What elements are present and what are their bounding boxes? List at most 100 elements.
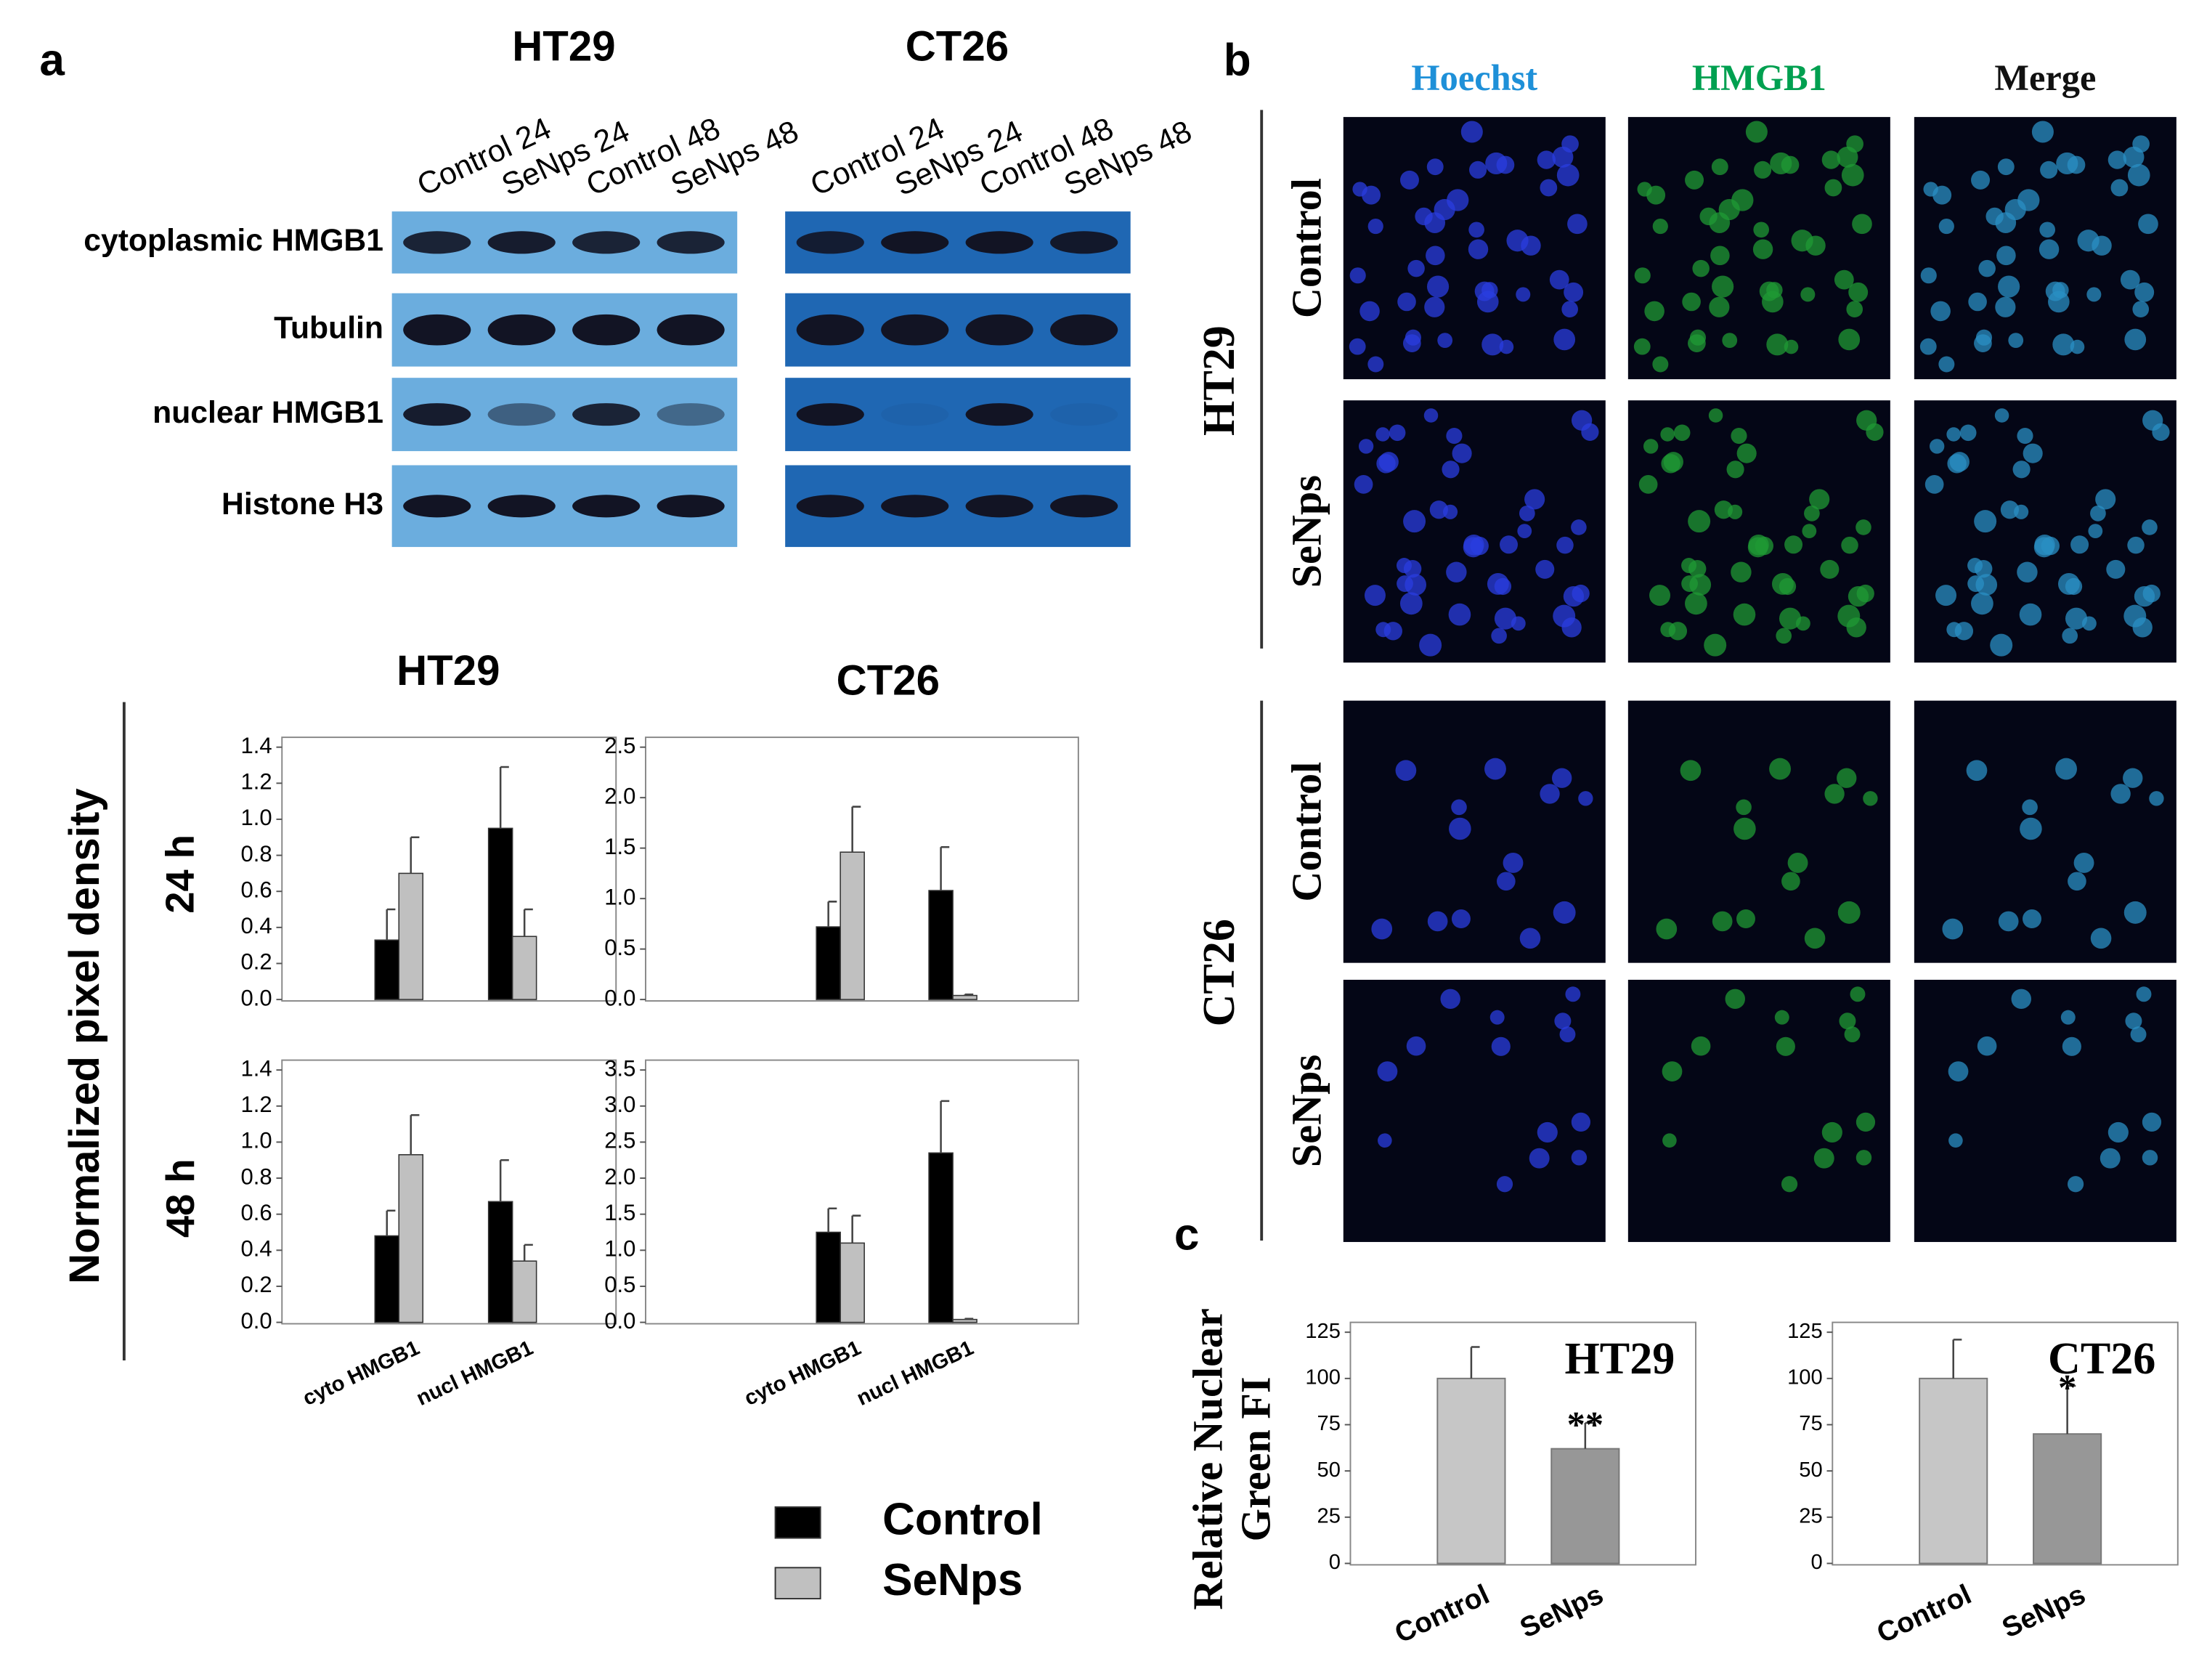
- bar: [816, 1231, 841, 1323]
- y-tick-label: 3.0: [604, 1092, 635, 1117]
- nucleus: [2100, 1148, 2121, 1169]
- nucleus: [2000, 500, 2019, 519]
- nucleus: [1500, 535, 1519, 554]
- nucleus: [1855, 1112, 1876, 1132]
- nucleus: [2090, 505, 2106, 522]
- y-tick-label: 100: [1305, 1366, 1341, 1389]
- significance: *: [2058, 1367, 2076, 1408]
- nucleus: [1489, 1010, 1505, 1025]
- nucleus: [1437, 333, 1453, 349]
- blot-band: [796, 314, 864, 346]
- nucleus: [1709, 296, 1730, 317]
- nucleus: [1688, 559, 1707, 578]
- bar: [374, 1235, 400, 1323]
- nucleus: [1841, 536, 1858, 554]
- nucleus: [1710, 245, 1730, 266]
- blot-band: [881, 231, 949, 254]
- blot-band: [881, 495, 949, 518]
- nucleus: [2107, 150, 2127, 169]
- nucleus: [2123, 146, 2145, 168]
- legend-swatch: [774, 1506, 821, 1539]
- nucleus: [1804, 928, 1826, 949]
- x-tick-label: SeNps: [1997, 1579, 2090, 1644]
- nucleus: [1802, 524, 1817, 539]
- bar: [2033, 1433, 2102, 1565]
- y-tick-label: 25: [1799, 1505, 1822, 1528]
- nucleus: [1451, 799, 1467, 816]
- legend-label: SeNps: [882, 1555, 1023, 1605]
- nucleus: [1494, 607, 1516, 630]
- nucleus: [2031, 121, 2054, 143]
- nucleus: [1685, 170, 1704, 190]
- bar: [840, 851, 865, 1000]
- nucleus: [2052, 282, 2069, 299]
- nucleus: [1919, 338, 1937, 355]
- nucleus: [2130, 1026, 2147, 1043]
- blot-band: [572, 403, 641, 426]
- nucleus: [1691, 1036, 1711, 1056]
- blot-band: [881, 314, 949, 346]
- error-bar: [1584, 1421, 1594, 1449]
- nucleus: [1399, 592, 1423, 615]
- y-tick-label: 1.0: [604, 1236, 635, 1262]
- nucleus: [1427, 911, 1448, 932]
- y-tick-label: 1.4: [241, 733, 272, 758]
- nucleus: [1837, 901, 1861, 924]
- y-tick-label: 25: [1317, 1505, 1341, 1528]
- y-tick-label: 1.5: [604, 1200, 635, 1225]
- nucleus: [2011, 989, 2032, 1010]
- x-tick-label: Control: [1872, 1579, 1976, 1649]
- condition-label: Control: [1283, 762, 1330, 902]
- y-tick-label: 0.6: [241, 877, 272, 902]
- nucleus: [2070, 339, 2085, 354]
- x-tick-label: SeNps: [1516, 1579, 1609, 1644]
- nucleus: [1725, 989, 1745, 1010]
- y-tick-label: 2.5: [604, 1128, 635, 1153]
- nucleus: [1383, 622, 1402, 641]
- y-tick-label: 0: [1329, 1551, 1341, 1574]
- bar: [487, 1201, 513, 1323]
- blot-row-label: nuclear HMGB1: [153, 395, 383, 430]
- nucleus: [1681, 575, 1698, 592]
- y-tick-label: 0.5: [604, 935, 635, 960]
- y-tick-label: 1.4: [241, 1055, 272, 1081]
- error-bar: [964, 1318, 974, 1320]
- error-bar: [2066, 1384, 2076, 1435]
- nucleus: [1733, 603, 1756, 626]
- nucleus: [1841, 163, 1864, 187]
- nucleus: [1863, 791, 1878, 806]
- panel-label: c: [1174, 1210, 1200, 1260]
- blot-row-label: cytoplasmic HMGB1: [84, 223, 383, 258]
- nucleus: [1947, 454, 1967, 474]
- blot-title: CT26: [906, 23, 1009, 70]
- nucleus: [1554, 1013, 1572, 1030]
- nucleus: [1403, 559, 1422, 578]
- blot-band: [796, 403, 864, 426]
- nucleus: [1376, 454, 1396, 474]
- nucleus: [1753, 222, 1770, 238]
- nucleus: [1774, 1010, 1789, 1025]
- blot-band: [487, 314, 556, 346]
- nucleus: [1519, 928, 1541, 949]
- y-tick-label: 2.0: [604, 1164, 635, 1189]
- nucleus: [1923, 182, 1938, 197]
- error-bar: [940, 846, 950, 891]
- blot-row-label: Histone H3: [221, 487, 383, 522]
- nucleus: [2065, 607, 2088, 630]
- blot-band: [403, 314, 471, 346]
- legend-swatch: [774, 1567, 821, 1599]
- nucleus: [1996, 245, 2016, 266]
- nucleus: [1680, 760, 1702, 782]
- nucleus: [1389, 424, 1406, 442]
- nucleus: [2123, 901, 2147, 924]
- nucleus: [2095, 489, 2116, 510]
- nucleus: [1668, 622, 1688, 641]
- nucleus: [1426, 158, 1444, 176]
- nucleus: [1770, 152, 1792, 174]
- nucleus: [1371, 918, 1393, 940]
- row-label: 24 h: [158, 835, 203, 914]
- nucleus: [1968, 292, 1987, 312]
- bar: [398, 872, 424, 1000]
- nucleus: [1661, 454, 1680, 474]
- bar: [928, 890, 954, 1000]
